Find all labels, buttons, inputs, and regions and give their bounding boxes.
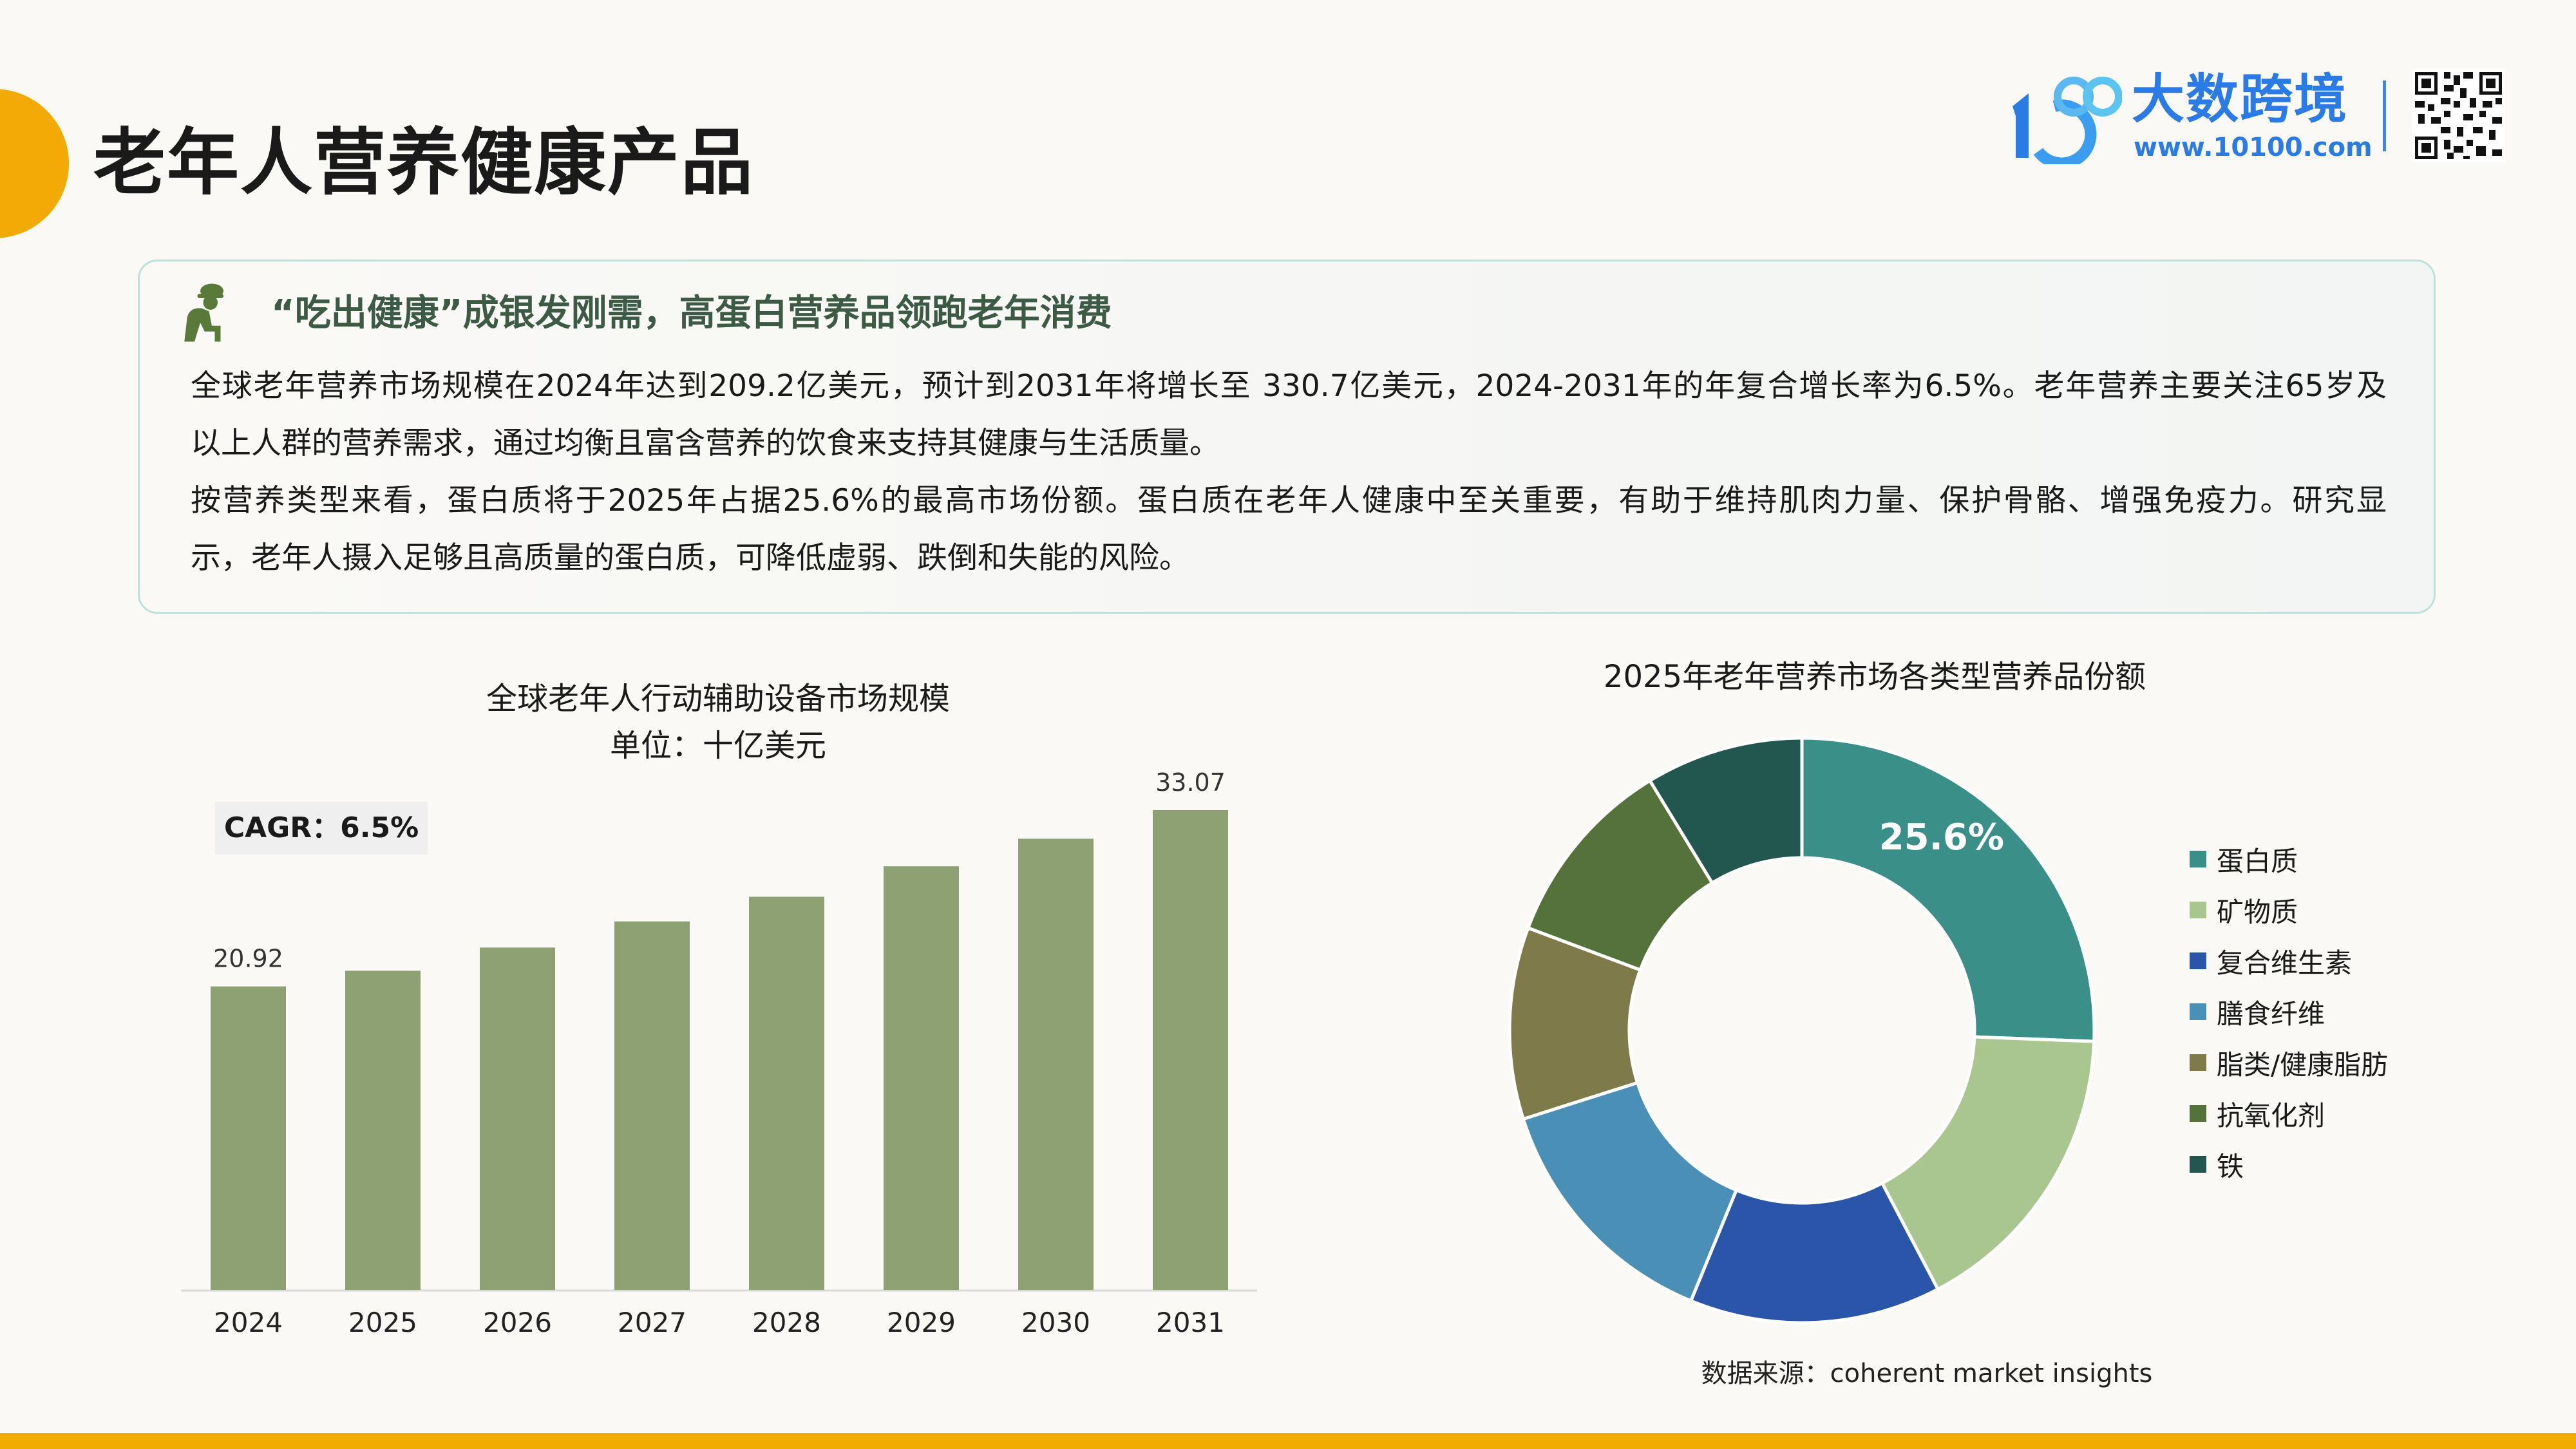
bar-2024 bbox=[211, 986, 286, 1290]
slice-data-label: 25.6% bbox=[1879, 817, 2004, 858]
legend-item: 蛋白质 bbox=[2190, 840, 2298, 878]
legend-swatch bbox=[2190, 851, 2206, 867]
elderly-person-icon bbox=[184, 283, 223, 342]
x-tick-label: 2027 bbox=[618, 1307, 687, 1338]
summary-text-line: 按营养类型来看，蛋白质将于2025年占据25.6%的最高市场份额。蛋白质在老年人… bbox=[191, 483, 2387, 518]
x-tick-label: 2026 bbox=[483, 1307, 552, 1338]
logo-divider bbox=[2383, 80, 2386, 151]
legend-item: 铁 bbox=[2190, 1145, 2244, 1184]
donut-slice-6 bbox=[1647, 736, 1804, 886]
bar-2026 bbox=[480, 947, 555, 1290]
legend-swatch bbox=[2190, 1105, 2206, 1122]
legend-item: 脂类/健康脂肪 bbox=[2190, 1043, 2388, 1082]
donut-chart-title: 2025年老年营养市场各类型营养品份额 bbox=[1603, 659, 2146, 695]
bar-chart-title: 全球老年人行动辅助设备市场规模 bbox=[486, 681, 951, 717]
legend-label: 抗氧化剂 bbox=[2217, 1099, 2325, 1132]
bar-2031 bbox=[1153, 810, 1228, 1290]
logo-name: 大数跨境 bbox=[2132, 69, 2349, 130]
bar-2027 bbox=[614, 921, 690, 1290]
donut-slice-2 bbox=[1689, 1180, 1940, 1325]
bar-chart-subtitle: 单位：十亿美元 bbox=[609, 728, 827, 764]
x-tick-label: 2030 bbox=[1021, 1307, 1090, 1338]
x-tick-label: 2029 bbox=[887, 1307, 956, 1338]
bar-chart: 2024 20.92 2025 2026 2027 2028 2029 2030 2031 33.… bbox=[181, 768, 1257, 1338]
bar-2025 bbox=[345, 971, 421, 1290]
bar-2029 bbox=[884, 866, 959, 1290]
legend-swatch bbox=[2190, 952, 2206, 969]
page-title: 老年人营养健康产品 bbox=[93, 121, 754, 205]
legend-item: 抗氧化剂 bbox=[2190, 1094, 2325, 1133]
bottom-accent-bar bbox=[0, 1433, 2576, 1449]
legend-item: 复合维生素 bbox=[2190, 942, 2352, 980]
data-source: 数据来源：coherent market insights bbox=[1701, 1359, 2153, 1388]
legend-swatch bbox=[2190, 1156, 2206, 1173]
summary-heading: “吃出健康”成银发刚需，高蛋白营养品领跑老年消费 bbox=[271, 292, 1112, 334]
cagr-badge: CAGR：6.5% bbox=[215, 802, 428, 855]
summary-text-line: 以上人群的营养需求，通过均衡且富含营养的饮食来支持其健康与生活质量。 bbox=[191, 426, 1220, 461]
bar-data-label: 33.07 bbox=[1155, 768, 1226, 797]
qr-code-icon[interactable] bbox=[2412, 69, 2505, 162]
legend-swatch bbox=[2190, 1054, 2206, 1071]
logo-mark-icon bbox=[2012, 77, 2122, 164]
x-tick-label: 2028 bbox=[752, 1307, 821, 1338]
logo-url[interactable]: www.10100.com bbox=[2134, 133, 2372, 162]
donut-slice-0 bbox=[1800, 736, 2096, 1043]
donut-slice-3 bbox=[1521, 1081, 1739, 1303]
legend-swatch bbox=[2190, 902, 2206, 918]
summary-box bbox=[138, 260, 2436, 614]
legend-label: 脂类/健康脂肪 bbox=[2217, 1048, 2389, 1081]
x-tick-label: 2025 bbox=[348, 1307, 417, 1338]
legend-item: 膳食纤维 bbox=[2190, 992, 2325, 1031]
summary-text-line: 示，老年人摄入足够且高质量的蛋白质，可降低虚弱、跌倒和失能的风险。 bbox=[191, 540, 1189, 576]
legend-label: 铁 bbox=[2217, 1150, 2244, 1182]
brand-logo[interactable]: 大数跨境 www.10100.com bbox=[1993, 68, 2372, 164]
legend-item: 矿物质 bbox=[2190, 891, 2298, 929]
legend-swatch bbox=[2190, 1003, 2206, 1020]
bar-2028 bbox=[749, 896, 824, 1290]
x-tick-label: 2031 bbox=[1156, 1307, 1225, 1338]
legend-label: 膳食纤维 bbox=[2217, 998, 2325, 1030]
x-tick-label: 2024 bbox=[214, 1307, 283, 1338]
bar-2030 bbox=[1018, 838, 1094, 1290]
summary-text-line: 全球老年营养市场规模在2024年达到209.2亿美元，预计到2031年将增长至 … bbox=[191, 368, 2387, 404]
legend-label: 复合维生素 bbox=[2217, 947, 2353, 979]
legend-label: 蛋白质 bbox=[2217, 845, 2298, 877]
legend-label: 矿物质 bbox=[2217, 896, 2298, 928]
bar-data-label: 20.92 bbox=[213, 945, 283, 973]
donut-slice-1 bbox=[1880, 1035, 2096, 1292]
donut-chart: 25.6% bbox=[1508, 736, 2096, 1325]
